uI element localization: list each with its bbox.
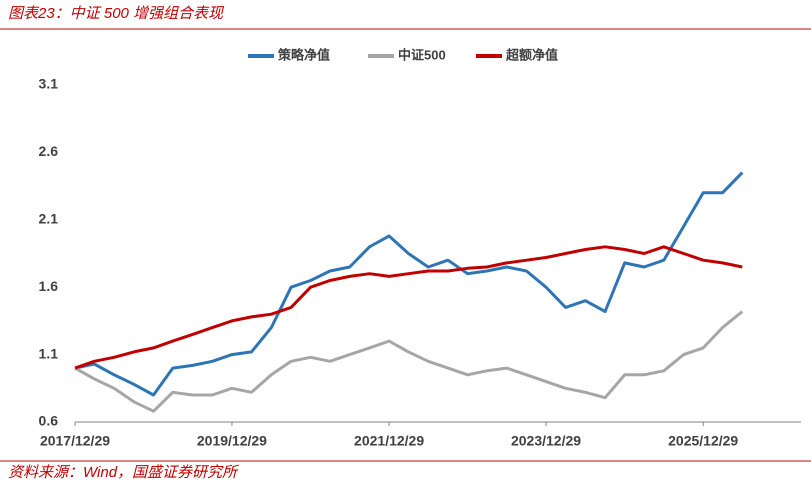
y-tick-label: 2.1 (39, 211, 59, 227)
series-line (74, 310, 744, 413)
y-tick-label: 2.6 (39, 143, 59, 159)
legend-label: 策略净值 (278, 47, 330, 62)
y-tick-label: 1.1 (39, 345, 59, 361)
x-tick-label: 2023/12/29 (511, 433, 581, 449)
x-tick-label: 2019/12/29 (197, 433, 267, 449)
series-line (74, 171, 744, 397)
x-tick-label: 2025/12/29 (668, 433, 738, 449)
x-tick-label: 2021/12/29 (354, 433, 424, 449)
y-tick-label: 3.1 (39, 76, 59, 92)
chart-title: 图表23：中证 500 增强组合表现 (8, 5, 225, 22)
y-tick-label: 0.6 (39, 413, 59, 429)
y-tick-label: 1.6 (39, 278, 59, 294)
source-note: 资料来源：Wind，国盛证券研究所 (8, 464, 239, 481)
legend-label: 中证500 (398, 47, 446, 62)
legend-label: 超额净值 (506, 47, 558, 62)
series-line (74, 245, 743, 370)
x-tick-label: 2017/12/29 (40, 433, 110, 449)
